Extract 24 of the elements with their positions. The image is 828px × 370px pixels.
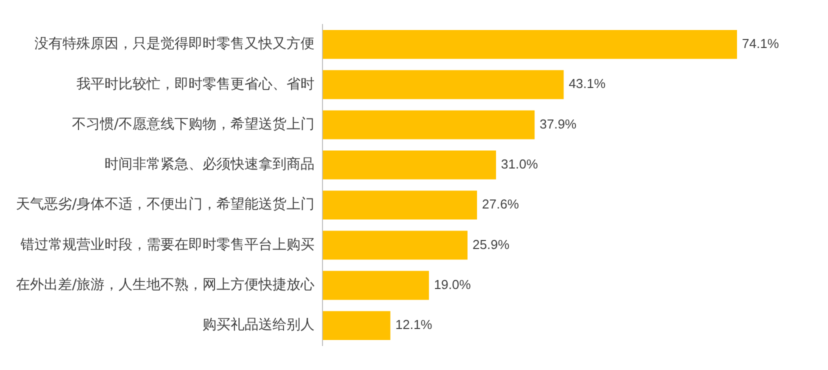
bar [322, 30, 738, 59]
y-tick-label: 不习惯/不愿意线下购物，希望送货上门 [72, 116, 315, 132]
data-label: 25.9% [472, 236, 510, 252]
bar [322, 70, 564, 100]
y-tick-label: 购买礼品送给别人 [202, 317, 315, 334]
y-tick-label: 错过常规营业时段，需要在即时零售平台上购买 [20, 236, 315, 253]
bar [322, 270, 429, 300]
data-label: 37.9% [540, 116, 577, 132]
y-tick-label: 我平时比较忙，即时零售更省心、省时 [76, 76, 315, 92]
bar [322, 110, 535, 140]
data-label: 12.1% [395, 317, 433, 332]
bar [322, 311, 390, 340]
data-label: 74.1% [742, 36, 780, 52]
data-label: 43.1% [568, 76, 606, 92]
y-tick-label: 时间非常紧急、必须快速拿到商品 [104, 156, 315, 173]
bar [322, 190, 478, 220]
data-label: 27.6% [482, 196, 520, 212]
y-tick-label: 在外出差/旅游，人生地不熟，网上方便快捷放心 [16, 277, 315, 294]
bar [322, 230, 468, 260]
bar [322, 150, 496, 180]
y-tick-label: 天气恶劣/身体不适，不便出门，希望能送货上门 [16, 196, 315, 213]
data-label: 31.0% [501, 156, 538, 172]
data-label: 19.0% [434, 276, 472, 292]
y-tick-label: 没有特殊原因，只是觉得即时零售又快又方便 [34, 36, 315, 52]
